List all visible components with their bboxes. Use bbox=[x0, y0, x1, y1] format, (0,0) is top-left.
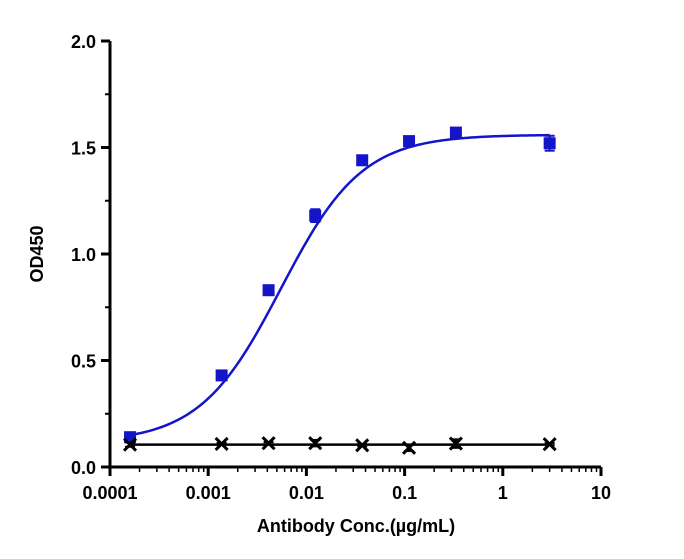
series-2 bbox=[122, 436, 557, 455]
data-point bbox=[215, 369, 228, 382]
x-tick-label: 0.1 bbox=[392, 483, 417, 503]
data-point bbox=[122, 437, 138, 452]
data-point bbox=[543, 137, 556, 150]
data-point bbox=[449, 126, 462, 139]
y-tick-label: 0.0 bbox=[71, 458, 96, 478]
data-point bbox=[542, 437, 557, 452]
series-1 bbox=[124, 126, 556, 444]
data-point bbox=[356, 154, 369, 167]
x-tick-label: 0.0001 bbox=[82, 483, 137, 503]
x-tick-label: 1 bbox=[498, 483, 508, 503]
axes: 0.0 0.5 1.0 1.5 2.0 0.0001 0.001 0.01 0.1 1 10 bbox=[71, 32, 611, 503]
data-point bbox=[262, 284, 275, 297]
series-layer bbox=[122, 126, 557, 455]
y-tick-label: 0.5 bbox=[71, 352, 96, 372]
y-tick-label: 2.0 bbox=[71, 32, 96, 52]
data-point bbox=[214, 436, 229, 452]
data-point bbox=[355, 438, 370, 453]
data-point bbox=[403, 135, 416, 148]
data-point bbox=[261, 436, 276, 451]
y-tick-label: 1.0 bbox=[71, 245, 96, 265]
x-tick-label: 0.01 bbox=[289, 483, 324, 503]
x-tick-label: 0.001 bbox=[186, 483, 231, 503]
x-axis-title: Antibody Conc.(µg/mL) bbox=[257, 516, 455, 536]
data-point bbox=[448, 436, 463, 451]
fit-curve bbox=[129, 133, 550, 437]
data-point bbox=[401, 440, 417, 455]
data-point bbox=[308, 436, 323, 451]
x-tick-label: 10 bbox=[591, 483, 611, 503]
y-tick-label: 1.5 bbox=[71, 139, 96, 159]
data-point bbox=[309, 209, 322, 222]
y-axis-title: OD450 bbox=[27, 225, 47, 282]
